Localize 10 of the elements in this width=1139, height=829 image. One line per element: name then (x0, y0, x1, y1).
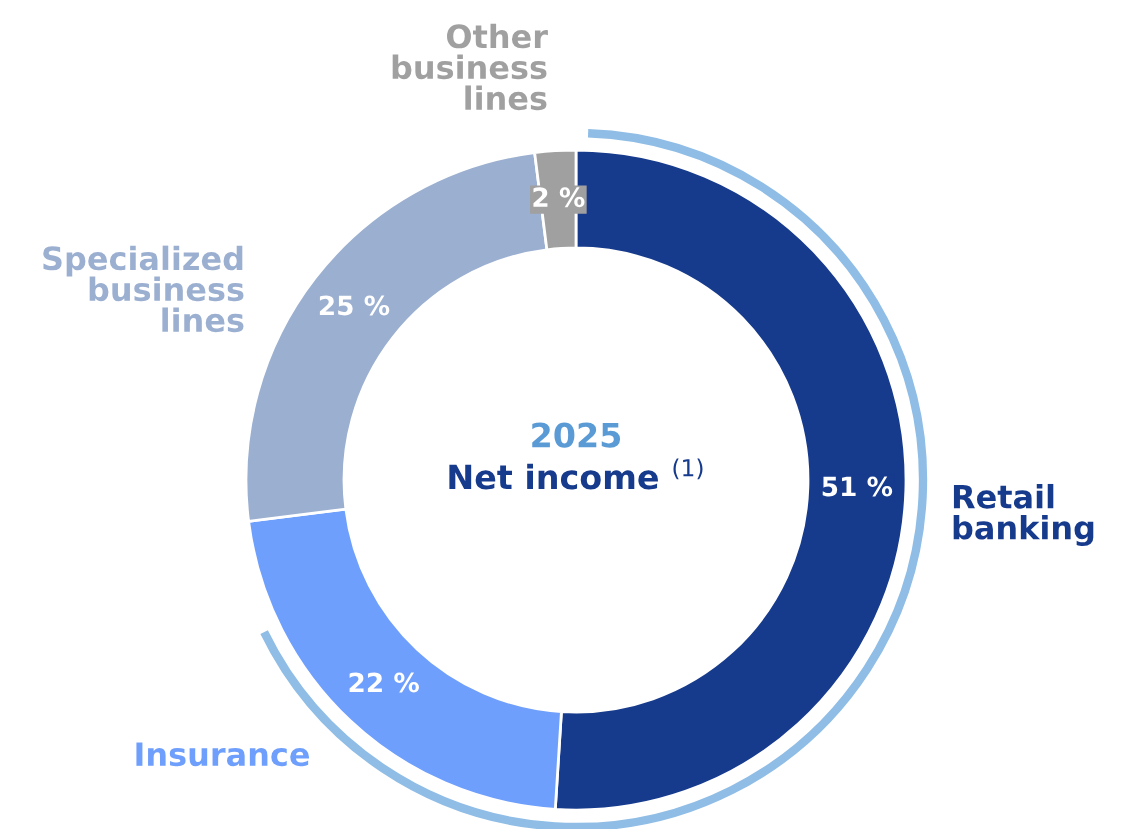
slice-label: Retail banking (953, 483, 1094, 547)
data-label: 22 % (349, 672, 419, 693)
slice-label: Specialized business lines (43, 245, 244, 333)
data-label: 25 % (319, 295, 390, 316)
data-label: 51 % (822, 476, 893, 497)
text: 2025 (532, 422, 621, 448)
slice-label: Insurance (136, 742, 309, 767)
text: Net income $^{(1)}$ (449, 458, 703, 490)
slice-label: Other business lines (392, 23, 548, 111)
data-label: 2 % (533, 187, 585, 208)
